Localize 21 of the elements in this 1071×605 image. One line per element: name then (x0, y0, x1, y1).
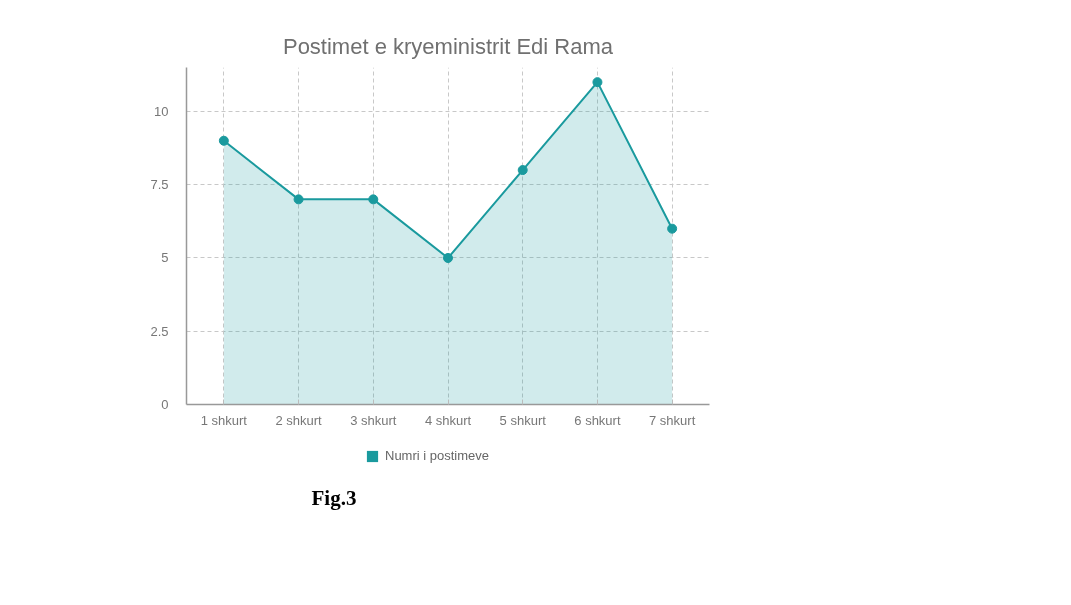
y-tick-label: 5 (161, 250, 169, 266)
x-tick-label: 2 shkurt (275, 412, 323, 428)
point (368, 194, 379, 205)
chart-title: Postimet e kryeministrit Edi Rama (282, 33, 614, 59)
x-tick-label: 1 shkurt (200, 412, 248, 428)
caption: Fig.3 (311, 485, 357, 510)
y-tick-label: 7.5 (150, 177, 169, 193)
point (517, 165, 528, 176)
y-tick-label: 10 (154, 103, 169, 119)
y-tick-label: 0 (161, 397, 169, 412)
legend-label: Numri i postimeve (385, 448, 490, 463)
point (592, 77, 603, 88)
x-tick-label: 5 shkurt (499, 412, 547, 428)
point (443, 252, 453, 263)
x-tick-label: 6 shkurt (574, 412, 621, 428)
point (667, 223, 678, 234)
x-tick-label: 3 shkurt (350, 412, 397, 428)
y-tick-label: 2.5 (150, 323, 169, 339)
x-tick-label: 4 shkurt (424, 412, 472, 428)
point (218, 135, 229, 146)
x-tick-label: 7 shkurt (649, 412, 696, 428)
